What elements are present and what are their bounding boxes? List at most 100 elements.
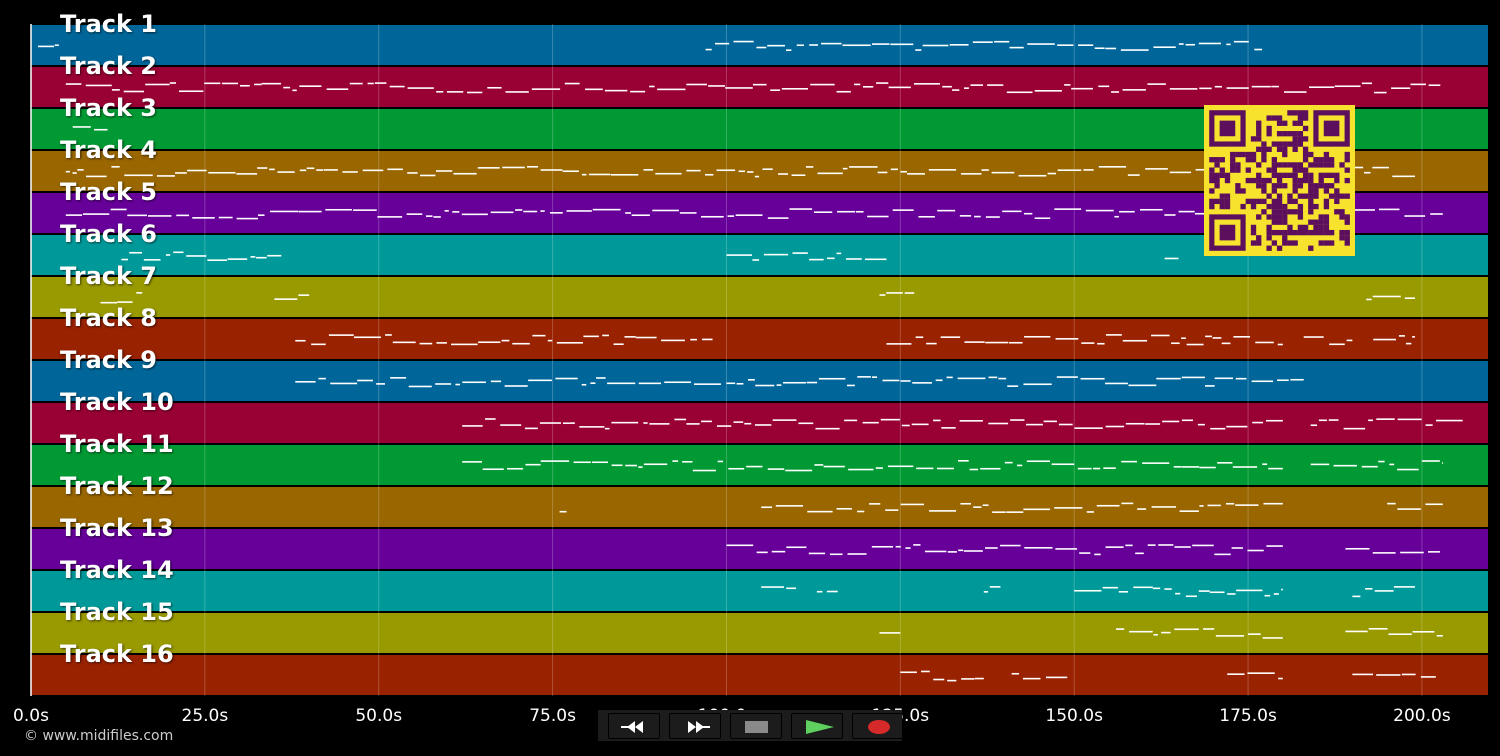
note: [985, 216, 1000, 218]
note: [295, 380, 316, 383]
note: [985, 547, 998, 549]
note: [559, 510, 567, 513]
note: [1376, 674, 1401, 676]
track-lane: [31, 403, 1488, 443]
note: [1430, 213, 1443, 215]
note: [221, 82, 239, 85]
note: [540, 169, 563, 171]
note: [389, 85, 405, 88]
note: [1056, 376, 1078, 378]
note: [970, 84, 984, 86]
note: [1145, 168, 1168, 170]
note: [1348, 209, 1375, 211]
note: [814, 464, 824, 466]
note: [806, 381, 818, 384]
note: [1329, 343, 1345, 346]
note: [810, 83, 835, 86]
note: [1328, 419, 1339, 421]
note: [1235, 504, 1259, 506]
note: [664, 381, 691, 384]
note: [900, 671, 917, 674]
note: [143, 259, 161, 261]
note: [1404, 215, 1426, 217]
note: [1186, 343, 1204, 346]
note: [756, 551, 768, 554]
note: [1378, 460, 1385, 463]
note: [981, 169, 989, 171]
note: [1018, 174, 1047, 177]
fast-forward-button[interactable]: [669, 713, 721, 739]
note: [900, 503, 924, 506]
note: [826, 590, 838, 593]
note: [1372, 295, 1401, 298]
note: [385, 334, 392, 336]
track-lane: [31, 571, 1488, 611]
note: [625, 464, 637, 467]
note: [1309, 86, 1335, 89]
note: [1181, 466, 1200, 468]
note: [254, 83, 262, 86]
note: [250, 256, 256, 258]
note: [1002, 210, 1022, 213]
track-label: Track 13: [60, 514, 174, 542]
note: [988, 376, 998, 379]
record-button[interactable]: [852, 713, 904, 739]
note: [947, 551, 957, 553]
note: [1334, 85, 1361, 88]
note: [1397, 468, 1419, 471]
note: [1352, 595, 1361, 598]
note: [941, 427, 956, 429]
note: [1181, 419, 1193, 422]
note: [1255, 341, 1274, 344]
note: [936, 467, 954, 470]
note: [390, 377, 407, 379]
track-label: Track 9: [60, 346, 158, 374]
rewind-button[interactable]: [608, 713, 660, 739]
note: [649, 423, 670, 425]
note: [1153, 633, 1158, 636]
note: [947, 679, 957, 682]
note: [725, 87, 753, 89]
note: [353, 209, 377, 211]
track-label: Track 1: [60, 10, 158, 38]
track-lane: [31, 445, 1488, 485]
note: [1346, 339, 1353, 342]
note: [655, 172, 682, 175]
note: [1161, 631, 1171, 634]
note: [236, 217, 258, 220]
stop-button[interactable]: [730, 713, 782, 739]
note: [958, 460, 969, 462]
note: [610, 173, 639, 176]
note: [907, 173, 925, 175]
note: [815, 427, 840, 430]
note: [1364, 171, 1371, 174]
note: [916, 467, 934, 470]
note: [1397, 418, 1422, 421]
play-button[interactable]: [791, 713, 843, 739]
note: [747, 379, 755, 381]
note: [165, 254, 171, 256]
note: [857, 376, 871, 378]
note: [1023, 212, 1033, 215]
note: [1212, 337, 1222, 339]
note: [867, 215, 889, 218]
note: [1361, 82, 1372, 85]
note: [1215, 635, 1245, 637]
note: [1428, 84, 1441, 87]
note: [453, 172, 477, 175]
note: [306, 167, 315, 170]
note: [1214, 553, 1231, 556]
note: [1145, 423, 1161, 425]
note: [175, 172, 187, 174]
note: [1173, 466, 1182, 468]
note: [528, 379, 552, 382]
note: [1137, 508, 1147, 510]
note: [630, 90, 646, 93]
note: [1205, 335, 1212, 338]
note: [1147, 83, 1166, 85]
note: [581, 173, 587, 176]
note: [1006, 511, 1024, 513]
note: [661, 339, 685, 342]
note: [1247, 672, 1275, 674]
note: [1119, 210, 1135, 213]
